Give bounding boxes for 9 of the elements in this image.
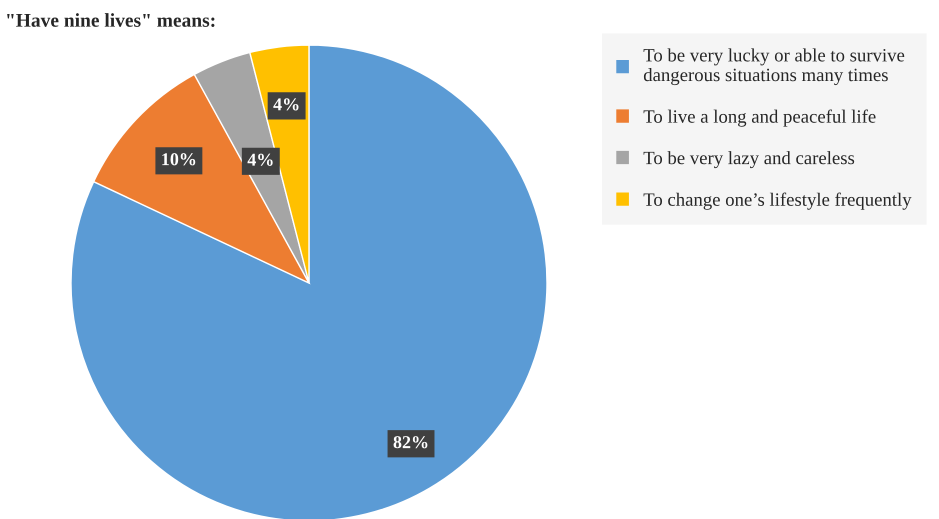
chart-title: "Have nine lives" means: xyxy=(7,13,214,27)
data-label: 4% xyxy=(248,154,273,166)
legend-label: To live a long and peaceful life xyxy=(644,109,876,127)
data-label: 10% xyxy=(162,153,196,166)
legend-label: To be very lazy and careless xyxy=(644,151,854,168)
data-label: 82% xyxy=(394,436,428,448)
legend-label: To be very lucky or able to survive dangerous situations many times xyxy=(644,48,904,86)
data-label: 4% xyxy=(273,98,298,110)
legend-label: To change one’s lifestyle frequently xyxy=(644,192,912,210)
